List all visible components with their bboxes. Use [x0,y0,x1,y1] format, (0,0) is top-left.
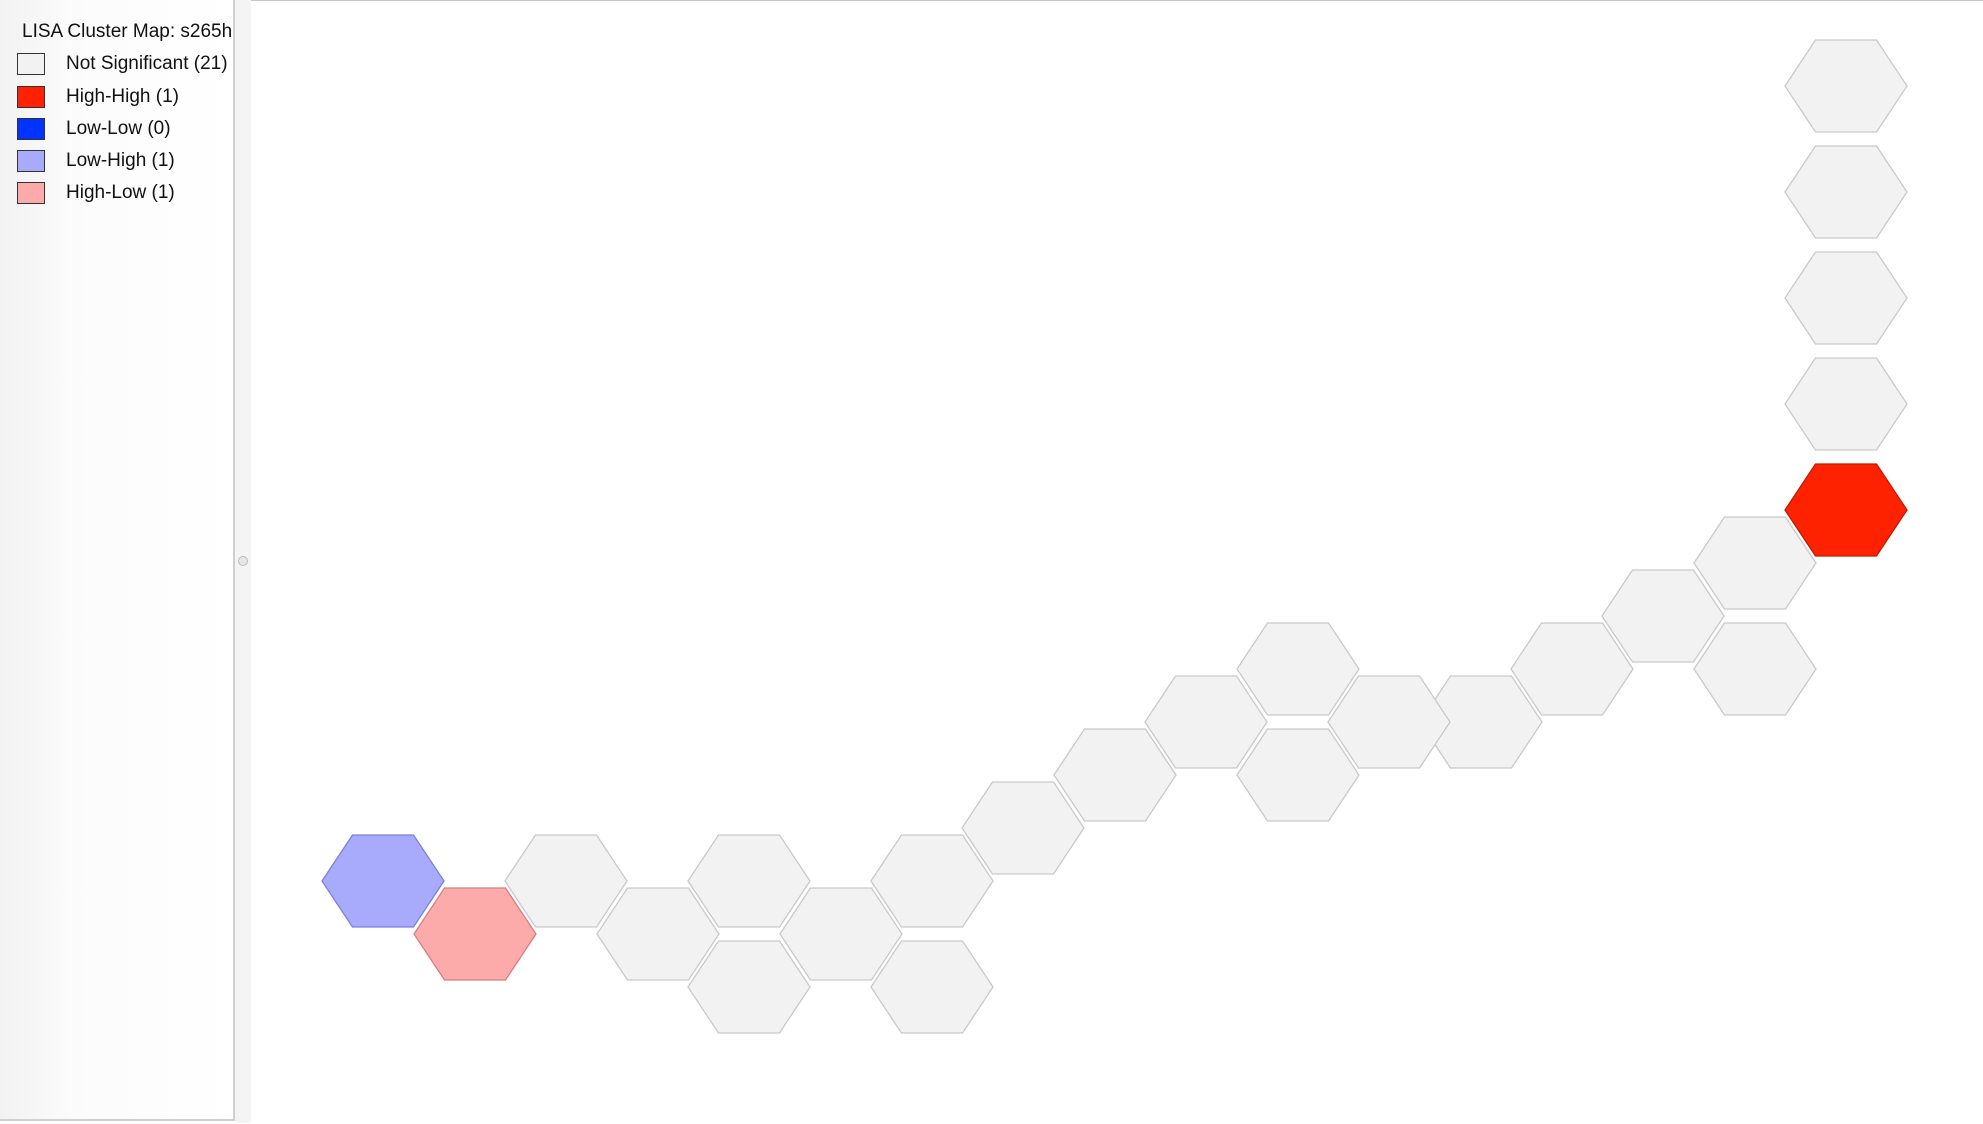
legend-swatch [17,86,45,108]
legend-title: LISA Cluster Map: s265h [22,21,233,42]
hex-cell-ns[interactable] [1784,39,1908,133]
legend-label: High-Low (1) [66,182,175,203]
hex-cell-ns[interactable] [779,887,903,981]
hex-cell-ns[interactable] [961,781,1085,875]
legend-swatch [17,118,45,140]
legend-label: Low-Low (0) [66,118,171,139]
legend-swatch [17,150,45,172]
hex-cell-ns[interactable] [1236,728,1360,822]
hex-cell-ns[interactable] [1510,622,1634,716]
hex-cell-ns[interactable] [687,940,811,1034]
hex-cell-ns[interactable] [1236,622,1360,716]
hex-cell-ns[interactable] [1601,569,1725,663]
hex-cell-ns[interactable] [1784,357,1908,451]
legend-label: Not Significant (21) [66,53,228,74]
hex-cell-ns[interactable] [504,834,628,928]
legend-label: High-High (1) [66,86,179,107]
hex-cell-ns[interactable] [1693,516,1817,610]
panel-splitter[interactable] [235,0,251,1123]
hex-cell-hh[interactable] [1784,463,1908,557]
map-canvas[interactable] [251,0,1983,1124]
hex-cell-ns[interactable] [687,834,811,928]
hex-cell-hl[interactable] [413,887,537,981]
splitter-handle[interactable] [238,556,248,566]
hex-cell-ns[interactable] [1784,251,1908,345]
legend-swatch [17,53,45,75]
hex-cell-ns[interactable] [870,834,994,928]
hex-cell-ns[interactable] [1053,728,1177,822]
hex-cell-ns[interactable] [1144,675,1268,769]
hex-cell-ns[interactable] [596,887,720,981]
hex-cell-ns[interactable] [1693,622,1817,716]
hex-cell-ns[interactable] [1327,675,1451,769]
hex-cell-lh[interactable] [321,834,445,928]
hexagon-map[interactable] [251,1,1983,1124]
legend-label: Low-High (1) [66,150,175,171]
legend-panel: LISA Cluster Map: s265h Not Significant … [0,0,235,1121]
legend-swatch [17,182,45,204]
hex-cell-ns[interactable] [1784,145,1908,239]
hex-cell-ns[interactable] [870,940,994,1034]
